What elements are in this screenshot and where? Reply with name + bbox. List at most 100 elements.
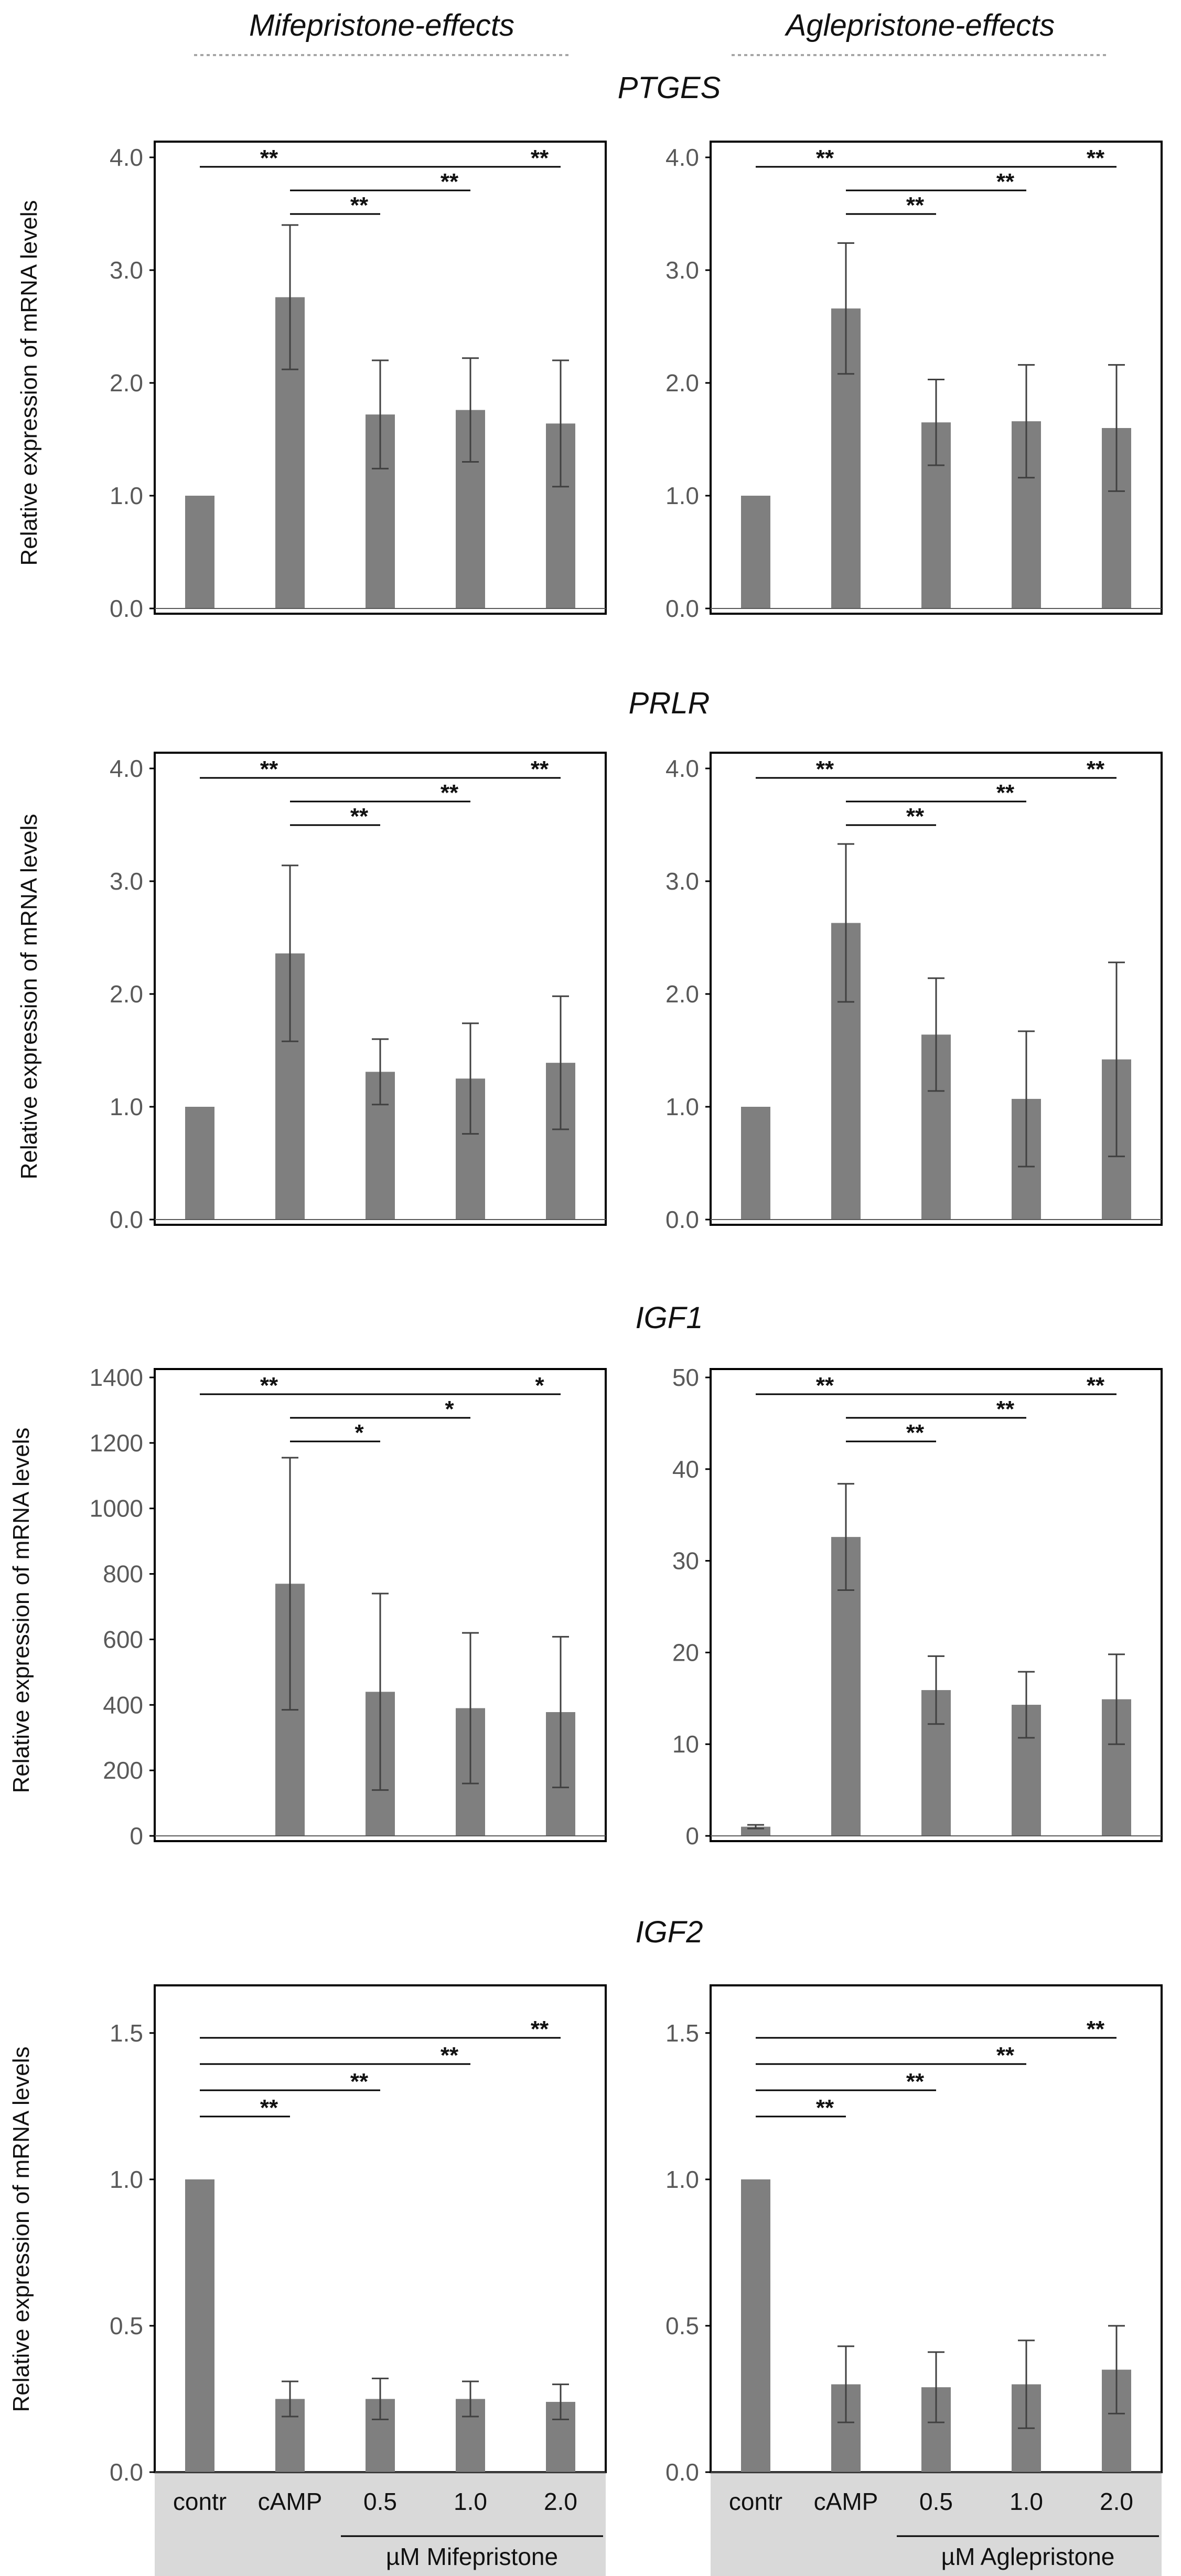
y-tick-label: 800	[103, 1560, 143, 1588]
y-tick-label: 1400	[90, 1364, 143, 1391]
footer-right: contr cAMP 0.5 1.0 2.0	[729, 2488, 1133, 2515]
panel-ptges-aglepristone: 0.0 1.0 2.0 3.0 4.0 ** ** ** **	[665, 141, 1163, 622]
bar	[741, 2179, 770, 2472]
ylabel-prlr: Relative expression of mRNA levels	[16, 814, 42, 1180]
x-category-label: 1.0	[1010, 2488, 1043, 2515]
significance-label: *	[355, 1420, 364, 1446]
y-tick-label: 0.5	[665, 2312, 699, 2339]
x-category-label: contr	[173, 2488, 227, 2515]
y-tick-label: 40	[672, 1456, 699, 1483]
y-tick-label: 0.0	[110, 1206, 143, 1233]
bar	[741, 1107, 770, 1220]
significance-label: **	[260, 145, 278, 171]
header-right: Aglepristone-effects	[785, 8, 1055, 42]
y-tick-label: 2.0	[665, 980, 699, 1008]
y-tick-label: 3.0	[110, 256, 143, 284]
plot-frame	[710, 1368, 1163, 1842]
footer-band-right	[711, 2472, 1162, 2576]
significance-label: **	[260, 756, 278, 782]
y-tick-label: 0	[685, 1822, 699, 1850]
bar	[741, 496, 770, 608]
y-tick-label: 1000	[90, 1495, 143, 1522]
y-tick-label: 0	[130, 1822, 143, 1850]
significance-label: *	[535, 1373, 544, 1398]
significance-label: *	[445, 1396, 454, 1422]
y-tick-label: 1.5	[665, 2019, 699, 2047]
y-tick-label: 0.0	[110, 2459, 143, 2486]
bar	[185, 496, 214, 608]
significance-label: **	[906, 193, 925, 218]
y-tick-label: 0.5	[110, 2312, 143, 2339]
y-tick-label: 1.0	[110, 1093, 143, 1120]
significance-label: **	[1087, 145, 1105, 171]
y-tick-label: 0.0	[665, 1206, 699, 1233]
x-category-label: contr	[729, 2488, 782, 2515]
significance-label: **	[441, 2043, 459, 2068]
y-tick-label: 1.0	[110, 2166, 143, 2193]
significance-label: **	[906, 804, 925, 829]
x-category-label: 1.0	[454, 2488, 487, 2515]
y-tick-label: 1.0	[110, 482, 143, 509]
significance-label: **	[1087, 2016, 1105, 2042]
y-tick-label: 50	[672, 1364, 699, 1391]
y-tick-label: 3.0	[665, 868, 699, 895]
y-tick-label: 4.0	[110, 755, 143, 782]
ylabel-ptges: Relative expression of mRNA levels	[16, 200, 42, 566]
plot-frame	[154, 141, 607, 615]
significance-label: **	[531, 2016, 549, 2042]
y-tick-label: 2.0	[665, 369, 699, 397]
y-tick-label: 0.0	[665, 595, 699, 622]
x-category-label: cAMP	[814, 2488, 878, 2515]
header-left: Mifepristone-effects	[249, 8, 514, 42]
panel-igf1-aglepristone: 0 10 20 30 40 50 ** ** ** **	[672, 1364, 1163, 1850]
x-category-label: 2.0	[1100, 2488, 1133, 2515]
y-tick-label: 200	[103, 1757, 143, 1784]
panel-prlr-aglepristone: 0.0 1.0 2.0 3.0 4.0 ** ** ** **	[665, 752, 1163, 1233]
y-tick-label: 1200	[90, 1429, 143, 1457]
y-tick-label: 4.0	[110, 144, 143, 171]
x-category-label: 0.5	[363, 2488, 397, 2515]
y-tick-label: 3.0	[665, 256, 699, 284]
ylabel-igf1: Relative expression of mRNA levels	[8, 1428, 34, 1793]
panel-ptges-mifepristone: 0.0 1.0 2.0 3.0 4.0 ** ** ** **	[110, 141, 607, 622]
y-tick-label: 1.0	[665, 2166, 699, 2193]
y-tick-label: 3.0	[110, 868, 143, 895]
gene-title-igf1: IGF1	[636, 1301, 703, 1335]
significance-label: **	[260, 2095, 278, 2121]
x-category-label: 2.0	[544, 2488, 577, 2515]
x-category-label: cAMP	[258, 2488, 323, 2515]
significance-label: **	[531, 756, 549, 782]
panel-igf2-aglepristone: 0.0 0.5 1.0 1.5 ** ** ** **	[665, 1984, 1163, 2486]
gene-title-prlr: PRLR	[629, 686, 710, 720]
ylabel-igf2: Relative expression of mRNA levels	[8, 2047, 34, 2412]
gene-title-ptges: PTGES	[618, 71, 721, 105]
significance-label: **	[996, 2043, 1015, 2068]
significance-label: **	[816, 2095, 834, 2121]
y-tick-label: 20	[672, 1639, 699, 1666]
significance-label: **	[350, 804, 369, 829]
significance-label: **	[906, 1420, 925, 1446]
y-tick-label: 4.0	[665, 755, 699, 782]
bar	[185, 2179, 214, 2472]
significance-label: **	[1087, 756, 1105, 782]
bar	[185, 1107, 214, 1220]
plot-frame	[154, 752, 607, 1226]
significance-label: **	[816, 1373, 834, 1398]
y-tick-label: 2.0	[110, 980, 143, 1008]
y-tick-label: 1.0	[665, 1093, 699, 1120]
significance-label: **	[441, 169, 459, 195]
significance-label: **	[906, 2069, 925, 2094]
plot-frame	[154, 1368, 607, 1842]
significance-label: **	[996, 1396, 1015, 1422]
y-tick-label: 1.0	[665, 482, 699, 509]
plot-frame	[710, 752, 1163, 1226]
footer-left: contr cAMP 0.5 1.0 2.0	[173, 2488, 577, 2515]
significance-label: **	[996, 169, 1015, 195]
y-tick-label: 600	[103, 1626, 143, 1653]
significance-label: **	[350, 193, 369, 218]
y-tick-label: 0.0	[110, 595, 143, 622]
significance-label: **	[996, 780, 1015, 806]
y-tick-label: 2.0	[110, 369, 143, 397]
